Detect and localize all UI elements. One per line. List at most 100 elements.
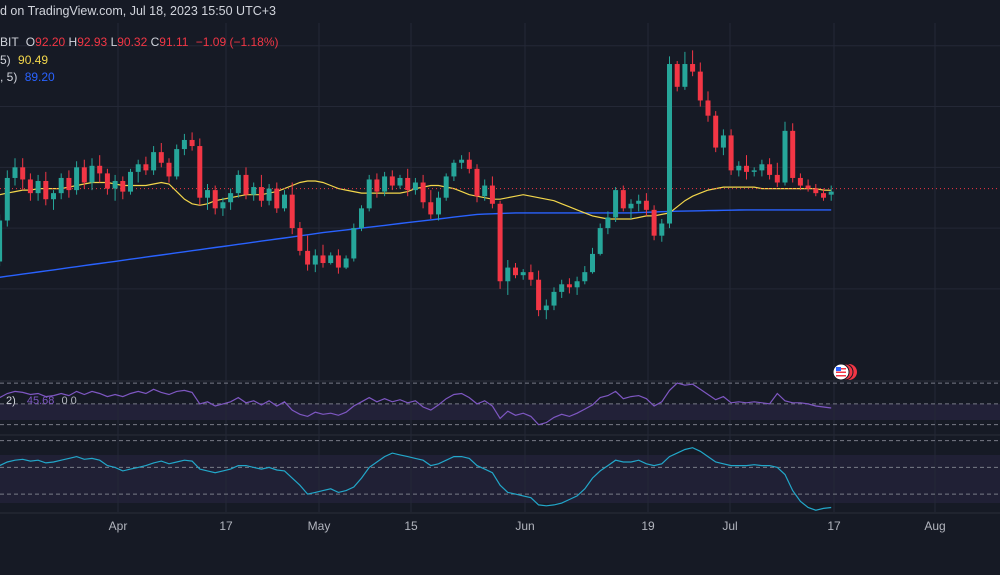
candle[interactable] — [412, 177, 418, 195]
candle[interactable] — [566, 278, 572, 294]
candle[interactable] — [513, 263, 518, 279]
candle[interactable] — [582, 266, 588, 285]
price-panel[interactable] — [0, 50, 1000, 320]
candle[interactable] — [436, 191, 441, 221]
candle[interactable] — [43, 171, 49, 206]
candle[interactable] — [651, 205, 657, 241]
candle[interactable] — [682, 51, 688, 90]
candle[interactable] — [220, 197, 226, 216]
candle[interactable] — [112, 174, 118, 201]
candle[interactable] — [174, 144, 180, 180]
ma-slow-legend[interactable]: , 5) 89.20 — [0, 70, 55, 84]
candle[interactable] — [590, 247, 595, 274]
candle[interactable] — [359, 205, 364, 232]
candle[interactable] — [497, 200, 503, 289]
candle[interactable] — [543, 299, 549, 320]
candle[interactable] — [128, 168, 133, 195]
candle[interactable] — [27, 173, 33, 201]
candle[interactable] — [790, 123, 796, 183]
indicator-panel-1[interactable] — [0, 382, 1000, 426]
candle[interactable] — [767, 158, 773, 180]
candle[interactable] — [559, 279, 565, 298]
candle[interactable] — [197, 138, 203, 206]
candle[interactable] — [389, 170, 395, 191]
candle[interactable] — [97, 155, 103, 183]
candle[interactable] — [428, 190, 434, 219]
candle[interactable] — [420, 174, 426, 209]
candle[interactable] — [374, 173, 380, 198]
candle[interactable] — [328, 252, 334, 265]
candle[interactable] — [89, 158, 95, 191]
candle[interactable] — [235, 170, 241, 198]
candle[interactable] — [12, 158, 18, 186]
candle[interactable] — [58, 173, 64, 200]
candle[interactable] — [405, 168, 411, 197]
candle[interactable] — [335, 249, 341, 274]
candle[interactable] — [397, 174, 403, 189]
candle[interactable] — [289, 182, 295, 235]
candle[interactable] — [482, 179, 488, 201]
candle[interactable] — [774, 162, 780, 188]
candle[interactable] — [266, 184, 272, 206]
candle[interactable] — [797, 173, 803, 191]
candle[interactable] — [605, 211, 611, 235]
candle[interactable] — [189, 132, 195, 151]
candle[interactable] — [312, 249, 318, 273]
candle[interactable] — [736, 161, 742, 177]
candle[interactable] — [674, 60, 680, 92]
candle[interactable] — [713, 111, 719, 153]
candle[interactable] — [258, 174, 264, 207]
candle[interactable] — [4, 170, 10, 227]
candle[interactable] — [759, 159, 765, 177]
candle[interactable] — [104, 168, 110, 195]
candle[interactable] — [297, 222, 303, 256]
candle[interactable] — [228, 188, 234, 210]
candle[interactable] — [181, 133, 187, 156]
us-flag-event-icon[interactable] — [832, 363, 857, 381]
candle[interactable] — [489, 176, 495, 209]
candle[interactable] — [343, 255, 349, 270]
candle[interactable] — [443, 173, 449, 201]
candle[interactable] — [351, 223, 357, 262]
candle[interactable] — [320, 244, 326, 268]
candle[interactable] — [81, 159, 87, 189]
candle[interactable] — [66, 170, 72, 198]
candle[interactable] — [536, 270, 542, 317]
candle[interactable] — [274, 182, 280, 213]
candle[interactable] — [705, 91, 711, 122]
indicator-1-legend[interactable]: 2) 45.68 0 0 — [6, 395, 77, 407]
candle[interactable] — [782, 121, 788, 186]
candle[interactable] — [636, 194, 642, 212]
candle[interactable] — [451, 159, 457, 181]
candle[interactable] — [744, 155, 749, 180]
candle[interactable] — [613, 187, 619, 223]
candle[interactable] — [143, 156, 149, 175]
candle[interactable] — [474, 164, 480, 203]
candle[interactable] — [643, 193, 649, 216]
candle[interactable] — [466, 152, 472, 174]
ma-fast-legend[interactable]: 5) 90.49 — [0, 53, 48, 67]
candle[interactable] — [659, 218, 665, 242]
candle[interactable] — [628, 199, 634, 219]
candle[interactable] — [821, 188, 826, 201]
candle[interactable] — [0, 214, 3, 267]
candle[interactable] — [305, 235, 311, 271]
candle[interactable] — [74, 161, 80, 195]
candle[interactable] — [158, 143, 164, 168]
candle[interactable] — [151, 146, 157, 175]
candle[interactable] — [459, 155, 465, 169]
candle[interactable] — [212, 185, 218, 215]
candle[interactable] — [205, 184, 210, 210]
candle[interactable] — [828, 185, 834, 201]
candle[interactable] — [620, 185, 626, 212]
candle[interactable] — [751, 167, 757, 177]
candle[interactable] — [35, 174, 41, 201]
candle[interactable] — [551, 287, 557, 311]
candle[interactable] — [697, 62, 703, 107]
candle[interactable] — [667, 56, 672, 229]
candle[interactable] — [505, 259, 511, 295]
candle[interactable] — [520, 269, 526, 280]
candle[interactable] — [243, 167, 249, 200]
candle[interactable] — [382, 171, 388, 197]
